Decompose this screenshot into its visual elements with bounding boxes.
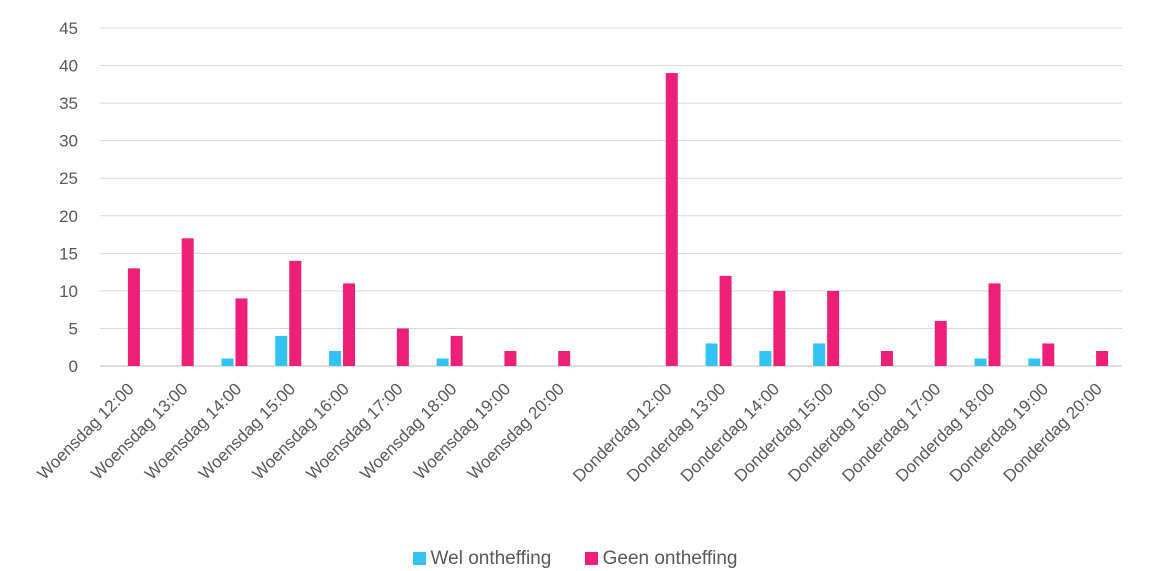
bar-geen-ontheffing (773, 290, 786, 366)
bar-geen-ontheffing (181, 238, 194, 366)
bar-wel-ontheffing (1028, 358, 1041, 366)
y-tick-label: 0 (69, 357, 78, 376)
y-tick-label: 5 (69, 319, 78, 338)
bar-geen-ontheffing (289, 260, 302, 366)
y-tick-label: 35 (59, 94, 78, 113)
bar-geen-ontheffing (450, 335, 463, 366)
bar-geen-ontheffing (665, 73, 678, 367)
bar-wel-ontheffing (275, 335, 288, 366)
x-tick-label: Donderdag 12:00 (569, 379, 675, 485)
legend-swatch-geen (584, 552, 598, 565)
bar-geen-ontheffing (504, 350, 517, 366)
bar-wel-ontheffing (436, 358, 449, 366)
x-tick-label: Woensdag 16:00 (249, 379, 353, 483)
bar-geen-ontheffing (719, 275, 732, 366)
bar-wel-ontheffing (759, 350, 772, 366)
legend-item-geen: Geen ontheffing (584, 548, 738, 570)
x-tick-label: Woensdag 19:00 (410, 379, 514, 483)
bar-geen-ontheffing (343, 283, 356, 366)
bar-geen-ontheffing (988, 283, 1001, 366)
bar-wel-ontheffing (813, 343, 826, 366)
legend-item-wel: Wel ontheffing (412, 548, 552, 570)
legend-label-geen: Geen ontheffing (602, 548, 738, 569)
x-tick-label: Donderdag 15:00 (731, 379, 837, 485)
x-tick-label: Woensdag 17:00 (303, 379, 407, 483)
bar-geen-ontheffing (1042, 343, 1055, 366)
bars (127, 73, 1109, 367)
y-tick-label: 20 (59, 207, 78, 226)
legend-swatch-wel (412, 552, 426, 565)
gridlines (100, 27, 1122, 367)
x-tick-label: Donderdag 20:00 (1000, 379, 1106, 485)
x-tick-label: Donderdag 14:00 (677, 379, 783, 485)
legend-label-wel: Wel ontheffing (430, 548, 552, 569)
y-tick-label: 10 (59, 282, 78, 301)
legend: Wel ontheffing Geen ontheffing (0, 548, 1150, 570)
bar-geen-ontheffing (880, 350, 893, 366)
bar-geen-ontheffing (558, 350, 571, 366)
bar-geen-ontheffing (235, 298, 248, 366)
bar-wel-ontheffing (221, 358, 234, 366)
bar-wel-ontheffing (974, 358, 987, 366)
x-tick-label: Woensdag 12:00 (34, 379, 138, 483)
y-tick-label: 30 (59, 132, 78, 151)
x-tick-label: Donderdag 18:00 (892, 379, 998, 485)
x-tick-label: Donderdag 16:00 (784, 379, 890, 485)
x-tick-label: Woensdag 13:00 (87, 379, 191, 483)
bar-geen-ontheffing (127, 268, 140, 366)
x-tick-label: Woensdag 14:00 (141, 379, 245, 483)
y-tick-label: 15 (59, 244, 78, 263)
y-axis: 0 5 10 15 20 25 30 35 40 45 (59, 19, 78, 376)
x-tick-label: Woensdag 18:00 (356, 379, 460, 483)
x-tick-label: Donderdag 19:00 (946, 379, 1052, 485)
y-tick-label: 25 (59, 169, 78, 188)
bar-wel-ontheffing (705, 343, 718, 366)
y-tick-label: 40 (59, 57, 78, 76)
bar-geen-ontheffing (934, 320, 947, 366)
y-tick-label: 45 (59, 19, 78, 38)
x-tick-label: Donderdag 13:00 (623, 379, 729, 485)
x-tick-label: Donderdag 17:00 (838, 379, 944, 485)
bar-geen-ontheffing (1096, 350, 1109, 366)
bar-wel-ontheffing (329, 350, 342, 366)
bar-geen-ontheffing (827, 290, 840, 366)
x-tick-label: Woensdag 20:00 (464, 379, 568, 483)
x-tick-label: Woensdag 15:00 (195, 379, 299, 483)
bar-geen-ontheffing (396, 328, 409, 366)
